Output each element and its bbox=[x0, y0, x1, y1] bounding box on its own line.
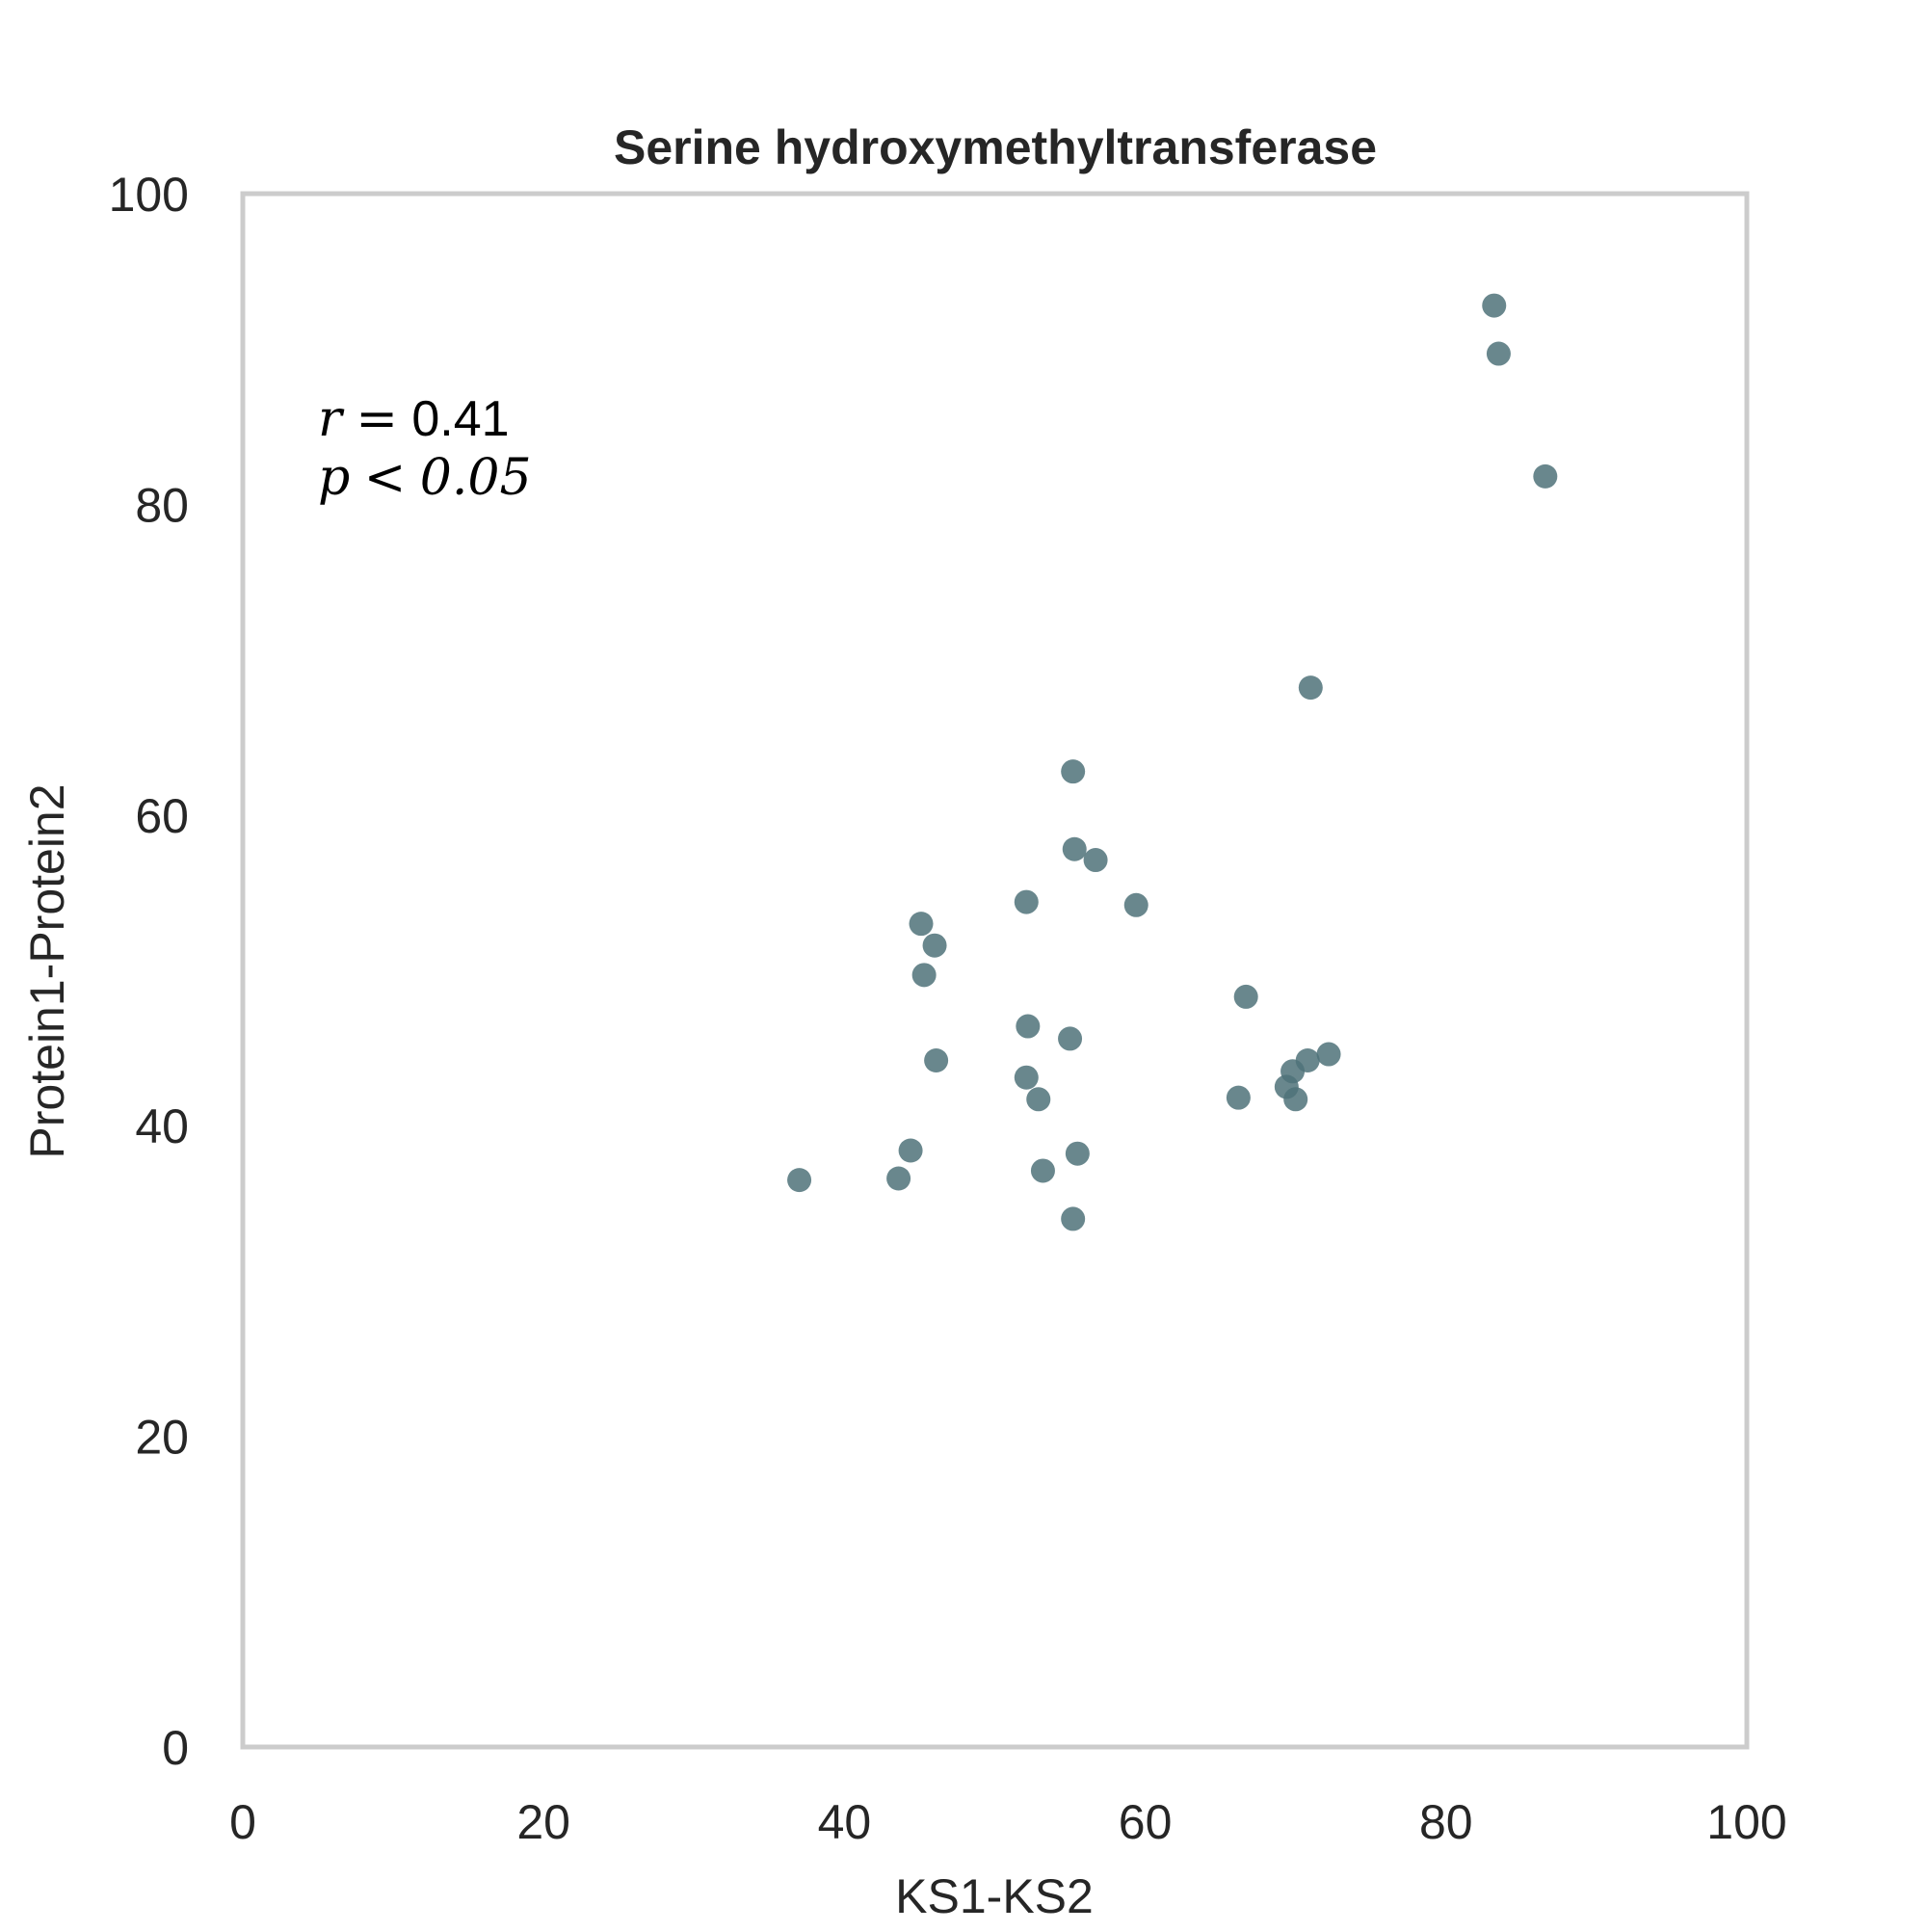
scatter-point bbox=[1083, 848, 1108, 873]
y-tick-label: 20 bbox=[135, 1411, 189, 1465]
chart-title: Serine hydroxymethyltransferase bbox=[614, 120, 1377, 174]
y-tick-label: 80 bbox=[135, 478, 189, 532]
correlation-annotation: r = 0.41 bbox=[318, 390, 510, 448]
scatter-point bbox=[1030, 1158, 1055, 1183]
x-tick-label: 20 bbox=[516, 1795, 570, 1849]
scatter-point bbox=[1123, 892, 1148, 917]
scatter-point bbox=[1014, 889, 1039, 914]
x-tick-labels: 0 20 40 60 80 100 bbox=[229, 1795, 1787, 1849]
scatter-point bbox=[1062, 836, 1087, 861]
y-tick-label: 40 bbox=[135, 1099, 189, 1153]
y-tick-labels: 0 20 40 60 80 100 bbox=[109, 168, 189, 1775]
scatter-point bbox=[924, 1047, 949, 1072]
scatter-point bbox=[1482, 293, 1507, 318]
scatter-point bbox=[909, 912, 934, 937]
scatter-point bbox=[787, 1168, 812, 1193]
scatter-point bbox=[1316, 1042, 1341, 1067]
scatter-point bbox=[1061, 759, 1086, 784]
r-value: 0.41 bbox=[411, 391, 509, 447]
scatter-point bbox=[898, 1138, 923, 1163]
scatter-points bbox=[787, 293, 1558, 1231]
scatter-point bbox=[1014, 1065, 1039, 1090]
scatter-point bbox=[886, 1166, 911, 1191]
scatter-point bbox=[922, 933, 947, 958]
y-tick-label: 60 bbox=[135, 789, 189, 843]
stats-annotation: r = 0.41 p < 0.05 bbox=[318, 390, 532, 507]
x-tick-label: 100 bbox=[1706, 1795, 1786, 1849]
x-tick-label: 0 bbox=[229, 1795, 256, 1849]
scatter-point bbox=[1233, 984, 1258, 1009]
x-tick-label: 40 bbox=[818, 1795, 872, 1849]
p-value-annotation: p < 0.05 bbox=[318, 449, 532, 507]
x-tick-label: 80 bbox=[1419, 1795, 1473, 1849]
y-tick-label: 100 bbox=[109, 168, 189, 222]
p-value: 0.05 bbox=[420, 449, 532, 507]
y-tick-label: 0 bbox=[162, 1721, 189, 1775]
scatter-point bbox=[1533, 463, 1558, 489]
scatter-point bbox=[1295, 1047, 1320, 1072]
p-symbol: p bbox=[318, 449, 350, 507]
scatter-point bbox=[1058, 1026, 1083, 1051]
scatter-point bbox=[1283, 1087, 1308, 1112]
scatter-point bbox=[1065, 1141, 1090, 1166]
scatter-point bbox=[1026, 1087, 1051, 1112]
scatter-point bbox=[1226, 1085, 1251, 1110]
y-axis-label: Protein1-Protein2 bbox=[20, 783, 74, 1158]
x-tick-label: 60 bbox=[1119, 1795, 1173, 1849]
x-axis-label: KS1-KS2 bbox=[895, 1869, 1094, 1923]
r-symbol: r bbox=[318, 390, 345, 448]
scatter-point bbox=[911, 963, 937, 988]
scatter-point bbox=[1061, 1206, 1086, 1231]
scatter-point bbox=[1486, 341, 1511, 366]
scatter-point bbox=[1016, 1014, 1041, 1039]
plot-frame bbox=[240, 191, 1750, 1750]
p-operator: < bbox=[364, 449, 407, 507]
scatter-point bbox=[1298, 675, 1323, 701]
r-operator: = bbox=[356, 390, 398, 448]
